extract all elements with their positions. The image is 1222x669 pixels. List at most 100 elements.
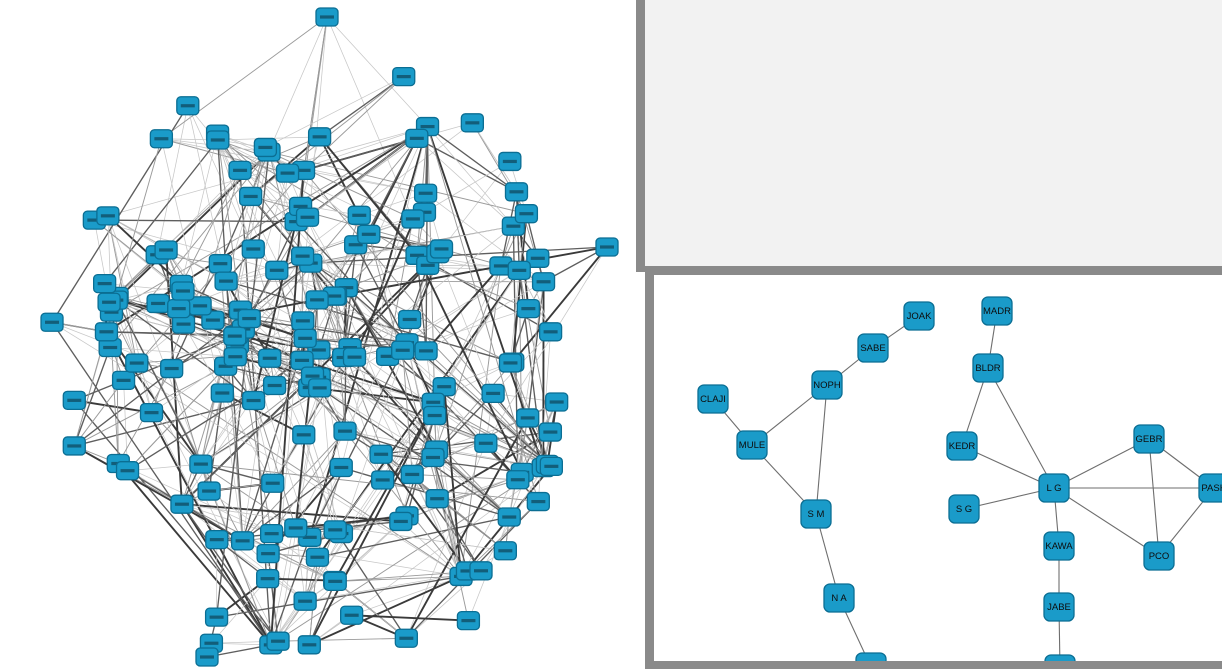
main-network-edge[interactable] <box>432 457 469 572</box>
subnetwork-node[interactable]: S M <box>800 499 832 529</box>
main-network-edge[interactable] <box>211 578 268 644</box>
main-network-edge[interactable] <box>276 122 473 271</box>
subnetwork-edge[interactable] <box>1053 487 1160 557</box>
main-network-edge[interactable] <box>326 16 414 220</box>
main-network-edge[interactable] <box>310 262 345 358</box>
main-network-edge[interactable] <box>236 344 297 529</box>
main-network-edge[interactable] <box>427 126 514 227</box>
main-network-edge[interactable] <box>51 321 462 577</box>
subnetwork-node[interactable]: BLDR <box>972 353 1004 383</box>
main-network-edge[interactable] <box>221 392 305 436</box>
subnetwork-node-shape[interactable] <box>1143 541 1175 571</box>
main-network-edge[interactable] <box>181 503 272 646</box>
main-network-edge[interactable] <box>310 246 608 264</box>
subnetwork-node[interactable]: MADR <box>981 296 1013 326</box>
subnetwork-node-shape[interactable] <box>1133 424 1165 454</box>
main-network-edge[interactable] <box>525 213 545 282</box>
main-network-edge[interactable] <box>317 516 510 558</box>
main-network-edge[interactable] <box>278 637 407 642</box>
main-network-edge[interactable] <box>351 614 469 622</box>
subnetwork-node-shape[interactable] <box>903 301 935 331</box>
main-network-edge[interactable] <box>308 581 336 646</box>
main-network-edge[interactable] <box>416 254 524 473</box>
main-network-edge[interactable] <box>412 473 518 481</box>
subnetwork-edge[interactable] <box>1053 438 1150 489</box>
main-network-edge[interactable] <box>326 16 428 127</box>
main-network-edge[interactable] <box>344 356 388 432</box>
main-network-edge[interactable] <box>295 514 408 529</box>
main-network-edge[interactable] <box>234 126 428 358</box>
main-network-edge[interactable] <box>351 576 462 616</box>
main-network-edge[interactable] <box>219 263 244 541</box>
main-network-edge[interactable] <box>200 463 539 503</box>
main-network-edge[interactable] <box>368 234 462 577</box>
subnetwork-node-shape[interactable] <box>855 652 887 661</box>
subnetwork-node-shape[interactable] <box>697 384 729 414</box>
main-network-edge[interactable] <box>303 76 405 171</box>
main-network-edge[interactable] <box>107 126 428 217</box>
subnetwork-node-shape[interactable] <box>981 296 1013 326</box>
main-network-edge[interactable] <box>341 342 408 534</box>
main-network-edge[interactable] <box>250 196 303 257</box>
subnetwork-node[interactable]: NOPH <box>811 370 843 400</box>
main-network-edge[interactable] <box>73 380 124 447</box>
subnetwork-node-shape[interactable] <box>1043 592 1075 622</box>
subnetwork-node-shape[interactable] <box>800 499 832 529</box>
main-network-edge[interactable] <box>334 529 407 639</box>
subnetwork-node-shape[interactable] <box>736 430 768 460</box>
main-network-edge[interactable] <box>345 287 552 467</box>
main-network-edge[interactable] <box>427 264 529 310</box>
main-network-edge[interactable] <box>304 467 342 602</box>
main-network-edge[interactable] <box>381 453 523 474</box>
main-network-edge[interactable] <box>107 215 152 413</box>
main-network-edge[interactable] <box>335 575 462 582</box>
main-network-edge[interactable] <box>183 323 223 394</box>
main-network-edge[interactable] <box>200 270 520 465</box>
main-network-edge[interactable] <box>309 349 404 538</box>
main-network-edge[interactable] <box>118 463 272 534</box>
main-network-edge[interactable] <box>73 399 279 642</box>
subnetwork-node[interactable]: KEDR <box>946 431 978 461</box>
subnetwork-node[interactable]: PASH <box>1198 473 1222 503</box>
main-network-edge[interactable] <box>181 503 336 582</box>
subnetwork-node-shape[interactable] <box>811 370 843 400</box>
main-network-edge[interactable] <box>242 430 346 542</box>
subnetwork-node-shape[interactable] <box>823 583 855 613</box>
main-network-edge[interactable] <box>319 76 405 138</box>
main-network-edge[interactable] <box>301 359 434 404</box>
main-network-edge[interactable] <box>94 219 277 271</box>
subnetwork-node-shape[interactable] <box>946 431 978 461</box>
main-network-edge[interactable] <box>221 392 243 541</box>
main-network-edge[interactable] <box>270 270 520 646</box>
main-network-edge[interactable] <box>335 246 608 298</box>
main-network-edge[interactable] <box>345 287 438 451</box>
main-network-edge[interactable] <box>105 331 202 465</box>
main-network-edge[interactable] <box>156 105 189 255</box>
main-network-edge[interactable] <box>106 331 237 336</box>
main-network-edge[interactable] <box>334 580 407 639</box>
main-network-edge[interactable] <box>303 169 426 194</box>
subnetwork-edge[interactable] <box>1148 438 1160 557</box>
main-network-edge[interactable] <box>123 170 304 381</box>
subnetwork-node[interactable]: SABE <box>857 333 889 363</box>
subnetwork-node[interactable]: KAWA <box>1043 531 1075 561</box>
main-network-edge[interactable] <box>94 219 297 223</box>
subnetwork-node-shape[interactable] <box>1044 654 1076 661</box>
main-network-edge[interactable] <box>345 218 414 288</box>
main-network-edge[interactable] <box>318 136 361 216</box>
subnetwork-node[interactable]: PCO <box>1143 541 1175 571</box>
main-network-edge[interactable] <box>294 387 311 529</box>
main-network-edge[interactable] <box>436 498 482 572</box>
main-network-view[interactable] <box>0 0 636 669</box>
main-network-edge[interactable] <box>318 349 510 518</box>
main-network-edge[interactable] <box>73 347 111 447</box>
subnetwork-node-shape[interactable] <box>1198 473 1222 503</box>
subnetwork-node[interactable]: ALMCH <box>1043 654 1076 661</box>
main-network-edge[interactable] <box>104 139 219 285</box>
main-network-canvas[interactable] <box>0 0 636 669</box>
main-network-edge[interactable] <box>269 221 297 359</box>
main-network-edge[interactable] <box>253 400 274 484</box>
main-network-edge[interactable] <box>432 457 462 577</box>
main-network-edge[interactable] <box>267 553 279 642</box>
main-network-edge[interactable] <box>272 347 351 484</box>
